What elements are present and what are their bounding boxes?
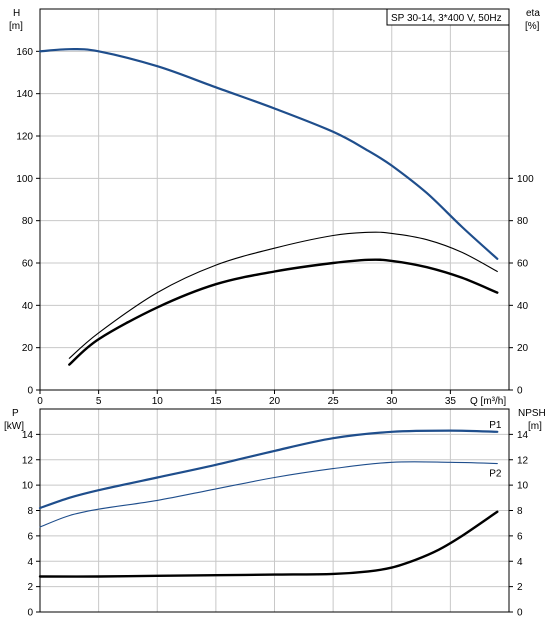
y-tick-label-right: 0 xyxy=(517,386,523,397)
series-line-npsh xyxy=(38,510,499,578)
series-line-efficiency-lower xyxy=(68,258,499,366)
y-tick-label-left: 20 xyxy=(22,343,34,354)
y-tick-label-left: 12 xyxy=(22,455,34,466)
y-tick-label-right: 6 xyxy=(517,531,523,542)
bottom-ylabel-right-1: NPSH xyxy=(518,408,546,419)
top-ylabel-right-2: [%] xyxy=(525,21,540,32)
y-tick-label-right: 10 xyxy=(517,481,529,492)
x-tick-label: 20 xyxy=(269,396,281,407)
y-tick-label-right: 12 xyxy=(517,455,529,466)
series-line-p1 xyxy=(38,429,499,510)
bottom-series: P1 P2 xyxy=(38,420,502,578)
y-tick-label-right: 100 xyxy=(517,174,534,185)
series-label-p2: P2 xyxy=(489,469,502,480)
y-tick-label-right: 60 xyxy=(517,259,529,270)
y-tick-label-left: 14 xyxy=(22,430,34,441)
y-tick-label-right: 2 xyxy=(517,582,523,593)
x-tick-label: 25 xyxy=(328,396,340,407)
bottom-ylabel-left-2: [kW] xyxy=(4,421,24,432)
y-tick-label-right: 8 xyxy=(517,506,523,517)
x-tick-label: 10 xyxy=(152,396,164,407)
bottom-ylabel-left-1: P xyxy=(12,408,19,419)
y-tick-label-left: 120 xyxy=(16,132,33,143)
bottom-ticks: 0 2 4 6 8 10 12 14 0 2 4 6 8 10 12 14 xyxy=(22,430,529,619)
y-tick-label-left: 6 xyxy=(27,531,33,542)
series-line-head xyxy=(38,48,499,260)
x-tick-label: 15 xyxy=(210,396,222,407)
top-series xyxy=(38,48,499,366)
top-grid xyxy=(39,8,510,391)
y-tick-label-right: 14 xyxy=(517,430,529,441)
y-tick-label-right: 20 xyxy=(517,343,529,354)
series-line-efficiency-upper xyxy=(68,231,498,359)
top-ylabel-right-1: eta xyxy=(526,8,540,19)
y-tick-label-right: 40 xyxy=(517,301,529,312)
y-tick-label-right: 80 xyxy=(517,216,529,227)
y-tick-label-left: 140 xyxy=(16,89,33,100)
top-ylabel-left-1: H xyxy=(13,8,20,19)
chart-title: SP 30-14, 3*400 V, 50Hz xyxy=(391,13,502,24)
top-xlabel: Q [m³/h] xyxy=(470,396,506,407)
bottom-grid xyxy=(39,408,510,613)
y-tick-label-left: 40 xyxy=(22,301,34,312)
y-tick-label-left: 80 xyxy=(22,216,34,227)
series-label-p1: P1 xyxy=(489,420,502,431)
y-tick-label-left: 0 xyxy=(27,386,33,397)
y-tick-label-left: 4 xyxy=(27,557,33,568)
head-efficiency-panel: SP 30-14, 3*400 V, 50Hz H [m] eta [%] Q … xyxy=(9,8,540,407)
y-tick-label-right: 0 xyxy=(517,608,523,619)
x-tick-label: 30 xyxy=(386,396,398,407)
power-npsh-panel: P [kW] NPSH [m] 0 2 4 6 8 10 12 14 0 2 4 6 8 10 12 14 P… xyxy=(4,408,546,619)
y-tick-label-left: 2 xyxy=(27,582,33,593)
bottom-ylabel-right-2: [m] xyxy=(528,421,542,432)
y-tick-label-left: 60 xyxy=(22,259,34,270)
y-tick-label-left: 8 xyxy=(27,506,33,517)
y-tick-label-left: 160 xyxy=(16,47,33,58)
x-tick-label: 5 xyxy=(96,396,102,407)
x-tick-label: 35 xyxy=(445,396,457,407)
y-tick-label-left: 10 xyxy=(22,481,34,492)
top-ylabel-left-2: [m] xyxy=(9,21,23,32)
x-tick-label: 0 xyxy=(37,396,43,407)
y-tick-label-left: 100 xyxy=(16,174,33,185)
top-ticks: 0 20 40 60 80 100 120 140 160 0 20 40 60 80 100 0 5 10 15 2… xyxy=(16,47,534,407)
y-tick-label-left: 0 xyxy=(27,608,33,619)
y-tick-label-right: 4 xyxy=(517,557,523,568)
title-box xyxy=(386,8,510,26)
series-line-p2 xyxy=(39,461,498,528)
